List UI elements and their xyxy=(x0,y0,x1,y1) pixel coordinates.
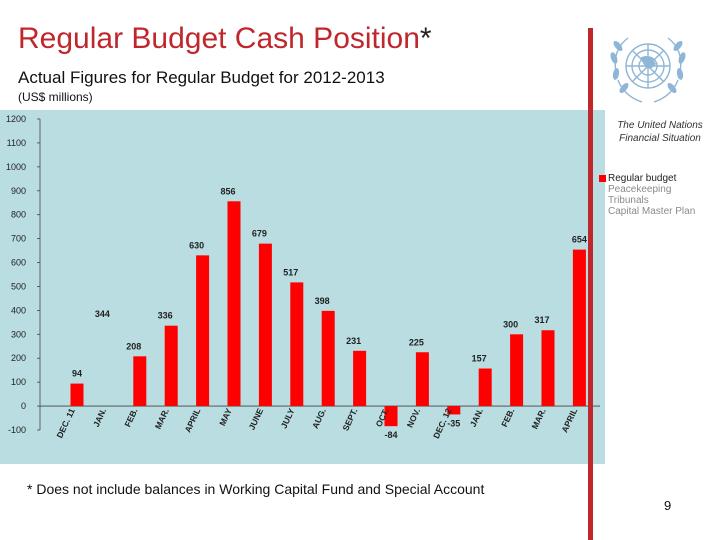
data-label: 654 xyxy=(572,235,587,245)
data-label: 344 xyxy=(95,309,110,319)
y-tick-label: 200 xyxy=(11,353,26,363)
bar xyxy=(70,383,84,407)
bar xyxy=(290,282,304,407)
title-asterisk: * xyxy=(419,22,432,55)
bar-chart: -100 0 100 200 300 400 500 600 700 800 900 1000 1100… xyxy=(6,114,600,440)
x-category-label: FEB. xyxy=(499,407,516,429)
data-label: -84 xyxy=(384,430,397,440)
x-category-label: JUNE xyxy=(247,406,266,431)
x-category-label: APRIL xyxy=(559,407,579,434)
bar xyxy=(353,350,367,407)
data-label: 856 xyxy=(220,186,235,196)
slide-title: Regular Budget Cash Position* xyxy=(18,22,432,56)
data-label: 157 xyxy=(472,354,487,364)
legend-label: Tribunals xyxy=(608,195,649,206)
x-category-label: DEC. 11 xyxy=(54,406,77,439)
y-tick-label: 600 xyxy=(11,258,26,268)
y-tick-label: 400 xyxy=(11,305,26,315)
legend-label: Peacekeeping xyxy=(608,184,672,195)
bar xyxy=(258,243,272,407)
data-label: -35 xyxy=(447,418,460,428)
org-note: The United Nations Financial Situation xyxy=(617,120,703,144)
x-category-label: AUG. xyxy=(310,407,328,430)
x-category-label: NOV. xyxy=(405,407,423,429)
data-label: 94 xyxy=(72,369,82,379)
data-label: 517 xyxy=(283,267,298,277)
legend-label: Capital Master Plan xyxy=(608,206,696,217)
legend-swatch xyxy=(599,186,606,193)
slide-subtitle: Actual Figures for Regular Budget for 20… xyxy=(18,68,385,87)
x-category-label: FEB. xyxy=(122,407,139,429)
data-label: 630 xyxy=(189,240,204,250)
y-tick-label: 700 xyxy=(11,234,26,244)
bar xyxy=(415,352,429,407)
data-label: 679 xyxy=(252,229,267,239)
y-tick-label: 300 xyxy=(11,329,26,339)
y-tick-label: 1000 xyxy=(6,162,26,172)
x-category-label: JULY xyxy=(279,406,297,430)
legend-item: Capital Master Plan xyxy=(599,206,695,217)
x-category-label: JAN. xyxy=(91,407,108,429)
bar xyxy=(447,406,461,415)
y-tick-label: 800 xyxy=(11,210,26,220)
bar xyxy=(478,368,492,407)
x-category-label: MAR. xyxy=(153,407,171,431)
title-text: Regular Budget Cash Position xyxy=(18,22,420,55)
y-tick-label: 900 xyxy=(11,186,26,196)
legend-swatch xyxy=(599,197,606,204)
y-tick-label: 1100 xyxy=(7,138,26,148)
legend-swatch xyxy=(599,208,606,215)
legend-item: Tribunals xyxy=(599,195,695,206)
legend-label: Regular budget xyxy=(608,173,677,184)
data-label: 225 xyxy=(409,337,424,347)
data-label: 208 xyxy=(126,341,141,351)
bar xyxy=(572,249,586,407)
x-category-label: MAY xyxy=(217,406,234,427)
data-label: 300 xyxy=(503,319,518,329)
legend-swatch xyxy=(599,175,606,182)
y-tick-label: -100 xyxy=(8,425,26,435)
y-tick-label: 1200 xyxy=(6,114,26,124)
y-tick-label: 0 xyxy=(21,401,26,411)
bar xyxy=(541,330,555,407)
bar xyxy=(510,334,524,407)
footnote: * Does not include balances in Working C… xyxy=(27,481,485,497)
legend-item: Peacekeeping xyxy=(599,184,695,195)
bar xyxy=(133,356,147,407)
x-category-label: SEPT. xyxy=(340,407,359,433)
data-label: 336 xyxy=(158,311,173,321)
y-tick-label: 500 xyxy=(11,281,26,291)
bar xyxy=(321,310,335,407)
chart-legend: Regular budget Peacekeeping Tribunals Capit… xyxy=(599,173,695,217)
bar xyxy=(196,255,210,407)
data-label: 398 xyxy=(315,296,330,306)
data-label: 231 xyxy=(346,336,361,346)
un-emblem-icon xyxy=(610,37,686,103)
legend-item: Regular budget xyxy=(599,173,695,184)
bar xyxy=(384,406,398,427)
x-category-label: JAN. xyxy=(468,407,485,429)
page-number: 9 xyxy=(664,498,672,513)
bar xyxy=(164,325,178,407)
x-category-label: MAR. xyxy=(530,407,548,431)
units-label: (US$ millions) xyxy=(18,90,93,104)
x-category-label: APRIL xyxy=(183,407,203,434)
y-tick-label: 100 xyxy=(11,377,26,387)
data-label: 317 xyxy=(534,315,549,325)
accent-divider xyxy=(588,28,593,540)
bar xyxy=(227,201,241,407)
